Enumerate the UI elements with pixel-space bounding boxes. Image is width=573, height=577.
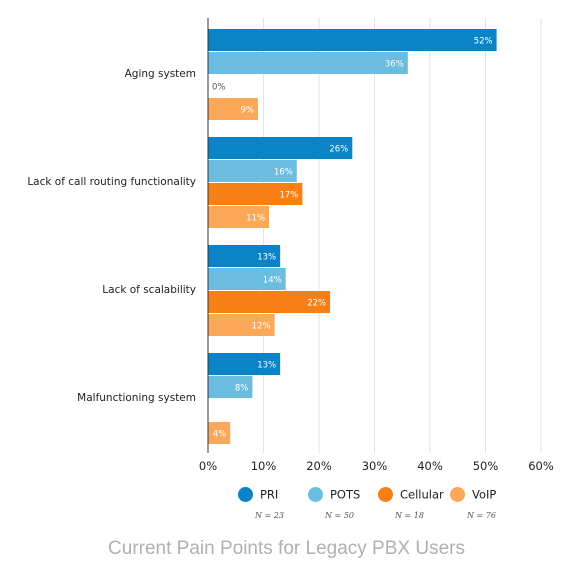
bar[interactable]: [208, 29, 497, 51]
data-label: 36%: [385, 60, 404, 70]
x-tick-label: 0%: [199, 459, 217, 473]
legend-item-cellular[interactable]: Cellular: [378, 484, 458, 503]
bar[interactable]: [208, 314, 275, 336]
bar[interactable]: [208, 245, 281, 267]
legend-label-pots: POTS: [330, 487, 361, 502]
legend-n-cellular: N = 18: [395, 511, 424, 520]
legend-label-pri: PRI: [260, 487, 279, 502]
data-label: 13%: [257, 253, 276, 263]
legend-swatch-pots: [308, 487, 323, 502]
data-label: 16%: [274, 168, 293, 178]
category-label: Lack of scalability: [102, 284, 196, 296]
data-label: 17%: [279, 191, 298, 201]
data-label: 13%: [257, 361, 276, 371]
bar[interactable]: [208, 376, 253, 398]
data-label: 9%: [240, 106, 254, 116]
bar[interactable]: [208, 183, 303, 205]
bar[interactable]: [208, 291, 331, 313]
category-label: Lack of call routing functionality: [27, 176, 196, 188]
x-tick-label: 30%: [362, 459, 388, 473]
legend-swatch-voip: [450, 487, 465, 502]
x-tick-label: 10%: [251, 459, 277, 473]
legend-n-pots: N = 50: [325, 511, 354, 520]
bar[interactable]: [208, 98, 258, 120]
legend-item-pri[interactable]: PRI: [238, 484, 318, 503]
data-label: 14%: [263, 276, 282, 286]
category-label: Malfunctioning system: [77, 392, 196, 404]
data-label: 11%: [246, 214, 265, 224]
legend-swatch-pri: [238, 487, 253, 502]
legend: PRI POTS Cellular VoIP N = 23 N = 50 N =…: [228, 484, 528, 524]
legend-label-cellular: Cellular: [400, 487, 444, 502]
legend-item-pots[interactable]: POTS: [308, 484, 388, 503]
data-label: 4%: [213, 430, 227, 440]
bar[interactable]: [208, 52, 408, 74]
bar[interactable]: [208, 268, 286, 290]
data-label: 8%: [235, 384, 249, 394]
category-label: Aging system: [125, 68, 196, 80]
x-tick-label: 50%: [473, 459, 499, 473]
x-tick-label: 20%: [306, 459, 332, 473]
data-label: 22%: [307, 299, 326, 309]
legend-label-voip: VoIP: [472, 487, 497, 502]
data-label: 26%: [329, 145, 348, 155]
bar[interactable]: [208, 353, 281, 375]
data-label: 12%: [252, 322, 271, 332]
x-tick-label: 60%: [528, 459, 554, 473]
legend-n-voip: N = 76: [467, 511, 496, 520]
legend-swatch-cellular: [378, 487, 393, 502]
legend-n-pri: N = 23: [255, 511, 284, 520]
bar[interactable]: [208, 137, 353, 159]
bar-chart: 0% 10% 20% 30% 40% 50% 60% Aging system 52% 36% 0%…: [27, 18, 554, 473]
chart-title: Current Pain Points for Legacy PBX Users: [108, 538, 465, 559]
data-label: 52%: [474, 37, 493, 47]
x-tick-label: 40%: [417, 459, 443, 473]
bar[interactable]: [208, 160, 297, 182]
bar[interactable]: [208, 422, 231, 444]
data-label: 0%: [212, 83, 226, 93]
bar[interactable]: [208, 206, 270, 228]
legend-item-voip[interactable]: VoIP: [450, 484, 530, 503]
